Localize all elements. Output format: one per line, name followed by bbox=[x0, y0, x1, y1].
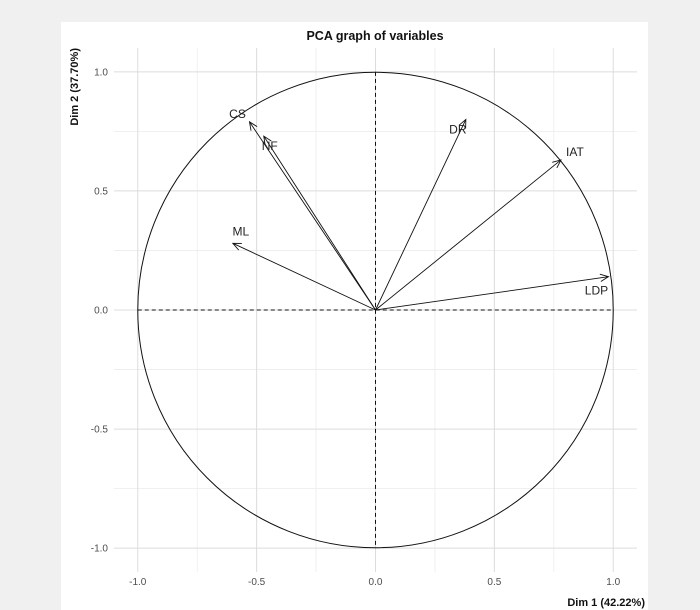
arrowhead-dr bbox=[458, 118, 467, 129]
arrow-nf bbox=[263, 135, 376, 311]
x-tick-label: 0.0 bbox=[369, 577, 383, 588]
y-tick-label: -0.5 bbox=[91, 425, 109, 436]
x-tick-label: 0.5 bbox=[487, 577, 501, 588]
arrowhead-ldp bbox=[599, 273, 610, 282]
variable-label-nf: NF bbox=[262, 139, 278, 153]
arrow-iat bbox=[375, 159, 562, 311]
unit-circle-layer bbox=[137, 71, 614, 549]
variable-label-dr: DR bbox=[449, 122, 467, 136]
y-tick-label: 0.5 bbox=[94, 186, 108, 197]
tick-labels: -1.0 -0.5 0.0 0.5 1.0 -1.0 -0.5 0.0 0.5 1.0 bbox=[91, 67, 621, 588]
pca-chart: CS NF ML DR IAT LDP -1.0 -0.5 0.0 0.5 1.0 -1.0 -0.5… bbox=[69, 29, 645, 609]
arrowhead-cs bbox=[248, 120, 258, 131]
arrowhead-nf bbox=[263, 135, 272, 146]
variable-labels: CS NF ML DR IAT LDP bbox=[229, 107, 608, 298]
unit-circle bbox=[137, 71, 614, 549]
x-tick-label: -0.5 bbox=[248, 577, 266, 588]
variable-label-ml: ML bbox=[233, 224, 250, 238]
variable-label-cs: CS bbox=[229, 107, 246, 121]
chart-frame: CS NF ML DR IAT LDP -1.0 -0.5 0.0 0.5 1.0 -1.0 -0.5… bbox=[61, 22, 648, 610]
chart-title: PCA graph of variables bbox=[306, 29, 443, 43]
x-axis-title: Dim 1 (42.22%) bbox=[567, 597, 645, 609]
x-tick-label: 1.0 bbox=[606, 577, 620, 588]
arrow-ml bbox=[232, 242, 376, 311]
arrowhead-ml bbox=[231, 242, 242, 251]
y-tick-label: -1.0 bbox=[91, 544, 109, 555]
y-axis-title: Dim 2 (37.70%) bbox=[69, 48, 81, 126]
arrow-cs bbox=[249, 121, 376, 311]
y-tick-label: 1.0 bbox=[94, 67, 108, 78]
arrow-ldp bbox=[375, 276, 609, 311]
variable-label-iat: IAT bbox=[566, 145, 584, 159]
x-tick-label: -1.0 bbox=[129, 577, 147, 588]
arrow-dr bbox=[375, 119, 467, 311]
variable-arrows bbox=[231, 118, 610, 311]
y-tick-label: 0.0 bbox=[94, 306, 108, 317]
variable-label-ldp: LDP bbox=[585, 284, 608, 298]
arrowhead-iat bbox=[552, 159, 562, 169]
